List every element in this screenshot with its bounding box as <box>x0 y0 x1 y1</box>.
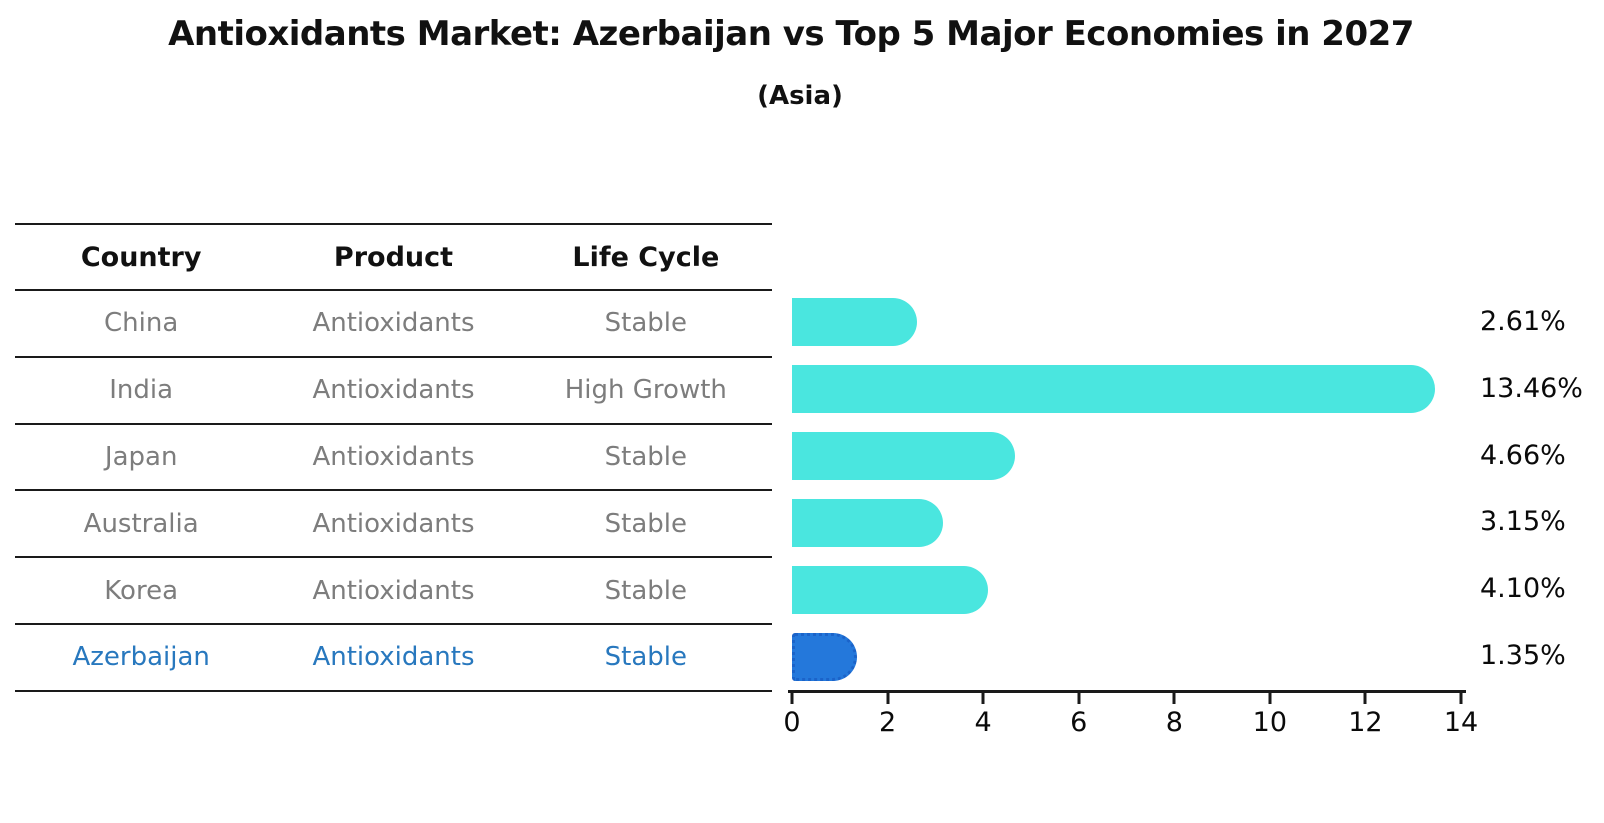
x-tick-label: 14 <box>1443 707 1479 738</box>
column-header-life-cycle: Life Cycle <box>572 241 720 273</box>
x-tick <box>1077 693 1081 704</box>
x-axis-line <box>788 690 1466 693</box>
x-tick <box>1268 693 1272 704</box>
column-header-country: Country <box>80 241 202 273</box>
product-cell: Antioxidants <box>312 375 475 406</box>
value-label: 4.66% <box>1480 439 1566 471</box>
x-tick <box>981 693 985 704</box>
table-row: India Antioxidants High Growth <box>15 358 772 425</box>
life-cycle-cell: High Growth <box>564 375 727 406</box>
x-tick-label: 12 <box>1348 707 1383 738</box>
table-row: China Antioxidants Stable <box>15 291 772 358</box>
table-body: China Antioxidants Stable India Antioxid… <box>15 291 772 692</box>
bar <box>792 632 857 681</box>
country-table: Country Product Life Cycle China Antioxi… <box>15 223 772 692</box>
table-row: Japan Antioxidants Stable <box>15 425 772 492</box>
value-label: 4.10% <box>1480 573 1566 605</box>
value-label: 2.61% <box>1480 306 1566 337</box>
table-header-row: Country Product Life Cycle <box>15 225 772 291</box>
bar-chart-area <box>792 289 1461 690</box>
x-tick-label: 10 <box>1252 707 1288 738</box>
life-cycle-cell: Stable <box>604 508 687 539</box>
product-cell: Antioxidants <box>312 441 475 472</box>
bar <box>792 432 1015 481</box>
x-axis: 0 2 4 6 8 10 12 14 <box>783 690 1478 760</box>
life-cycle-cell: Stable <box>604 575 687 606</box>
x-tick-label: 0 <box>783 707 801 738</box>
x-tick-label: 6 <box>1070 707 1088 738</box>
product-cell: Antioxidants <box>312 508 475 539</box>
country-cell: Japan <box>104 441 178 472</box>
life-cycle-cell: Stable <box>604 642 687 673</box>
life-cycle-cell: Stable <box>604 441 687 472</box>
product-cell: Antioxidants <box>312 575 475 606</box>
x-tick <box>1459 693 1463 704</box>
country-cell: China <box>104 308 179 339</box>
bar-row <box>792 556 1461 623</box>
country-cell: Australia <box>83 508 199 539</box>
bar-row <box>792 356 1461 423</box>
value-label-column: 2.61% 13.46% 4.66% 3.15% 4.10% 1.35% <box>1480 289 1583 690</box>
life-cycle-cell: Stable <box>604 308 687 339</box>
value-label: 3.15% <box>1480 506 1566 538</box>
country-cell: India <box>109 375 174 406</box>
bar <box>792 498 943 547</box>
bar-row <box>792 489 1461 556</box>
x-tick-label: 4 <box>974 707 992 738</box>
product-cell: Antioxidants <box>312 308 475 339</box>
x-tick-label: 2 <box>878 707 897 738</box>
country-cell: Korea <box>104 575 179 606</box>
table-row: Korea Antioxidants Stable <box>15 558 772 625</box>
chart-title: Antioxidants Market: Azerbaijan vs Top 5… <box>168 14 1414 54</box>
column-header-product: Product <box>333 241 454 273</box>
x-tick <box>886 693 890 704</box>
bar <box>792 365 1436 414</box>
value-label: 13.46% <box>1480 372 1583 404</box>
x-tick <box>1363 693 1367 704</box>
product-cell: Antioxidants <box>312 642 475 673</box>
country-cell: Azerbaijan <box>72 642 210 673</box>
x-tick <box>1172 693 1176 704</box>
x-tick <box>790 693 794 704</box>
table-row: Azerbaijan Antioxidants Stable <box>15 625 772 692</box>
value-label: 1.35% <box>1480 640 1566 672</box>
bar <box>792 298 917 347</box>
table-row: Australia Antioxidants Stable <box>15 491 772 559</box>
x-tick-label: 8 <box>1165 707 1183 738</box>
bar-row <box>792 623 1461 690</box>
bar-row <box>792 423 1461 490</box>
bar <box>792 565 988 614</box>
bar-row <box>792 289 1461 356</box>
chart-subtitle: (Asia) <box>757 81 843 111</box>
